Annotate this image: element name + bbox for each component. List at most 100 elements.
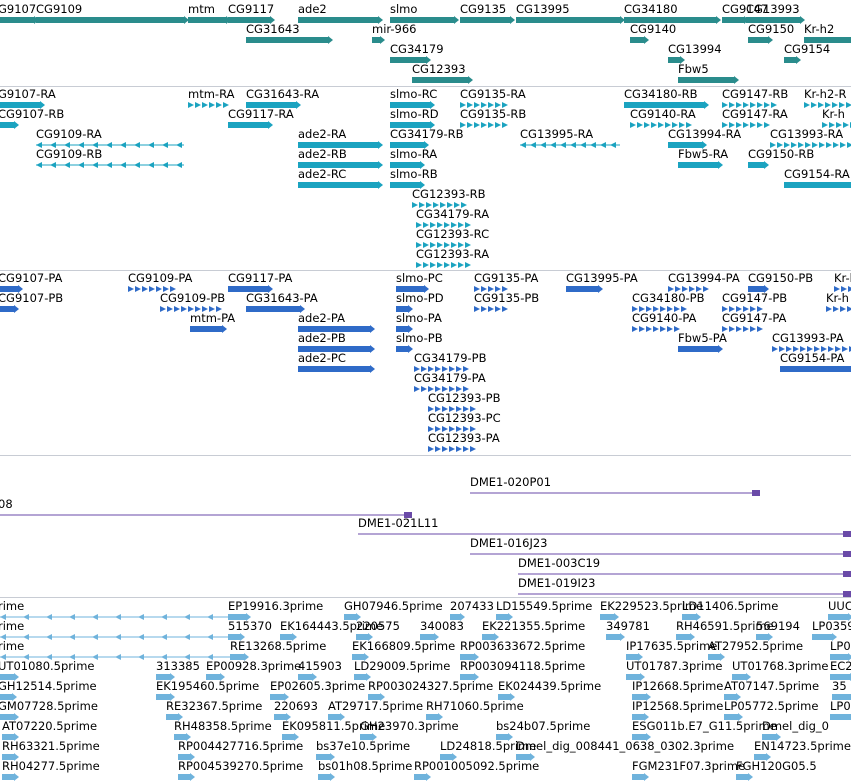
gene-label[interactable]: CG13995 <box>516 2 570 16</box>
protein-label[interactable]: CG34179-PB <box>414 351 487 365</box>
protein-label[interactable]: ade2-PA <box>298 311 345 325</box>
protein-glyph[interactable] <box>632 326 680 332</box>
gene-glyph[interactable] <box>188 16 231 24</box>
transcript-label[interactable]: G9107-RA <box>0 87 56 101</box>
protein-label[interactable]: slmo-PA <box>396 311 442 325</box>
protein-glyph[interactable] <box>566 285 603 293</box>
transcript-label[interactable]: CG34179-RA <box>416 207 490 221</box>
gene-label[interactable]: Fbw5 <box>678 62 709 76</box>
transcript-glyph[interactable] <box>0 121 19 129</box>
gene-glyph[interactable] <box>298 16 383 24</box>
transcript-label[interactable]: ade2-RA <box>298 127 347 141</box>
transcript-glyph[interactable] <box>784 181 851 189</box>
protein-glyph[interactable] <box>396 345 413 353</box>
est-label[interactable]: RH63321.5prime <box>2 739 100 753</box>
transcript-label[interactable]: Fbw5-RA <box>678 147 729 161</box>
est-label[interactable]: LP05772.5prime <box>724 699 819 713</box>
est-label[interactable]: bs37e10.5prime <box>316 739 411 753</box>
est-label[interactable]: LP0 <box>830 699 851 713</box>
est-label[interactable]: IP12668.5prime <box>632 679 724 693</box>
transcript-glyph[interactable] <box>36 162 184 168</box>
est-label[interactable]: RP003024327.5prime <box>368 679 494 693</box>
est-label[interactable]: EC2 <box>830 659 851 673</box>
protein-glyph[interactable] <box>826 306 851 312</box>
est-label[interactable]: IP17635.5prime <box>626 639 718 653</box>
est-label[interactable]: 415903 <box>298 659 342 673</box>
est-label[interactable]: LP0 <box>830 639 851 653</box>
gene-glyph[interactable] <box>722 16 749 24</box>
est-label[interactable]: EK024439.5prime <box>498 679 602 693</box>
gene-glyph[interactable] <box>372 36 385 44</box>
transcript-label[interactable]: CG9109-RA <box>36 127 102 141</box>
gene-glyph[interactable] <box>678 76 739 84</box>
protein-label[interactable]: mtm-PA <box>190 311 236 325</box>
protein-glyph[interactable] <box>298 365 375 373</box>
gene-glyph[interactable] <box>460 16 515 24</box>
protein-label[interactable]: CG12393-PC <box>428 411 501 425</box>
transcript-label[interactable]: CG9140-RA <box>630 107 696 121</box>
est-label[interactable]: RH71060.5prime <box>426 699 524 713</box>
est-label[interactable]: RH46591.5prime <box>676 619 774 633</box>
clone-label[interactable]: DME1-016J23 <box>470 536 548 550</box>
est-label[interactable]: 349781 <box>606 619 650 633</box>
protein-label[interactable]: ade2-PB <box>298 331 346 345</box>
clone-label[interactable]: 08 <box>0 497 13 511</box>
est-label[interactable]: 220693 <box>274 699 318 713</box>
gene-label[interactable]: mir-966 <box>372 22 417 36</box>
est-label[interactable]: 569194 <box>756 619 800 633</box>
est-label[interactable]: LD24818.5prime <box>440 739 537 753</box>
transcript-glyph[interactable] <box>748 161 769 169</box>
est-label[interactable]: AT27952.5prime <box>708 639 804 653</box>
protein-label[interactable]: CG9107-PB <box>0 291 64 305</box>
est-label[interactable]: rime <box>0 599 25 613</box>
est-label[interactable]: GM07728.5prime <box>0 699 98 713</box>
est-label[interactable]: LD15549.5prime <box>496 599 593 613</box>
transcript-glyph[interactable] <box>678 161 723 169</box>
transcript-label[interactable]: CG9107-RB <box>0 107 65 121</box>
transcript-label[interactable]: CG31643-RA <box>246 87 320 101</box>
transcript-label[interactable]: Kr-h2-R <box>804 87 847 101</box>
protein-label[interactable]: CG9140-PA <box>632 311 697 325</box>
est-label[interactable]: RP003094118.5prime <box>460 659 586 673</box>
est-label[interactable]: LP0359 <box>812 619 851 633</box>
protein-label[interactable]: CG9109-PB <box>160 291 226 305</box>
gene-label[interactable]: mtm <box>188 2 215 16</box>
protein-label[interactable]: CG9107-PA <box>0 271 63 285</box>
protein-label[interactable]: Fbw5-PA <box>678 331 727 345</box>
transcript-label[interactable]: ade2-RC <box>298 167 347 181</box>
transcript-label[interactable]: CG9109-RB <box>36 147 103 161</box>
est-glyph[interactable] <box>0 614 230 620</box>
protein-label[interactable]: CG9109-PA <box>128 271 193 285</box>
protein-glyph[interactable] <box>190 325 227 333</box>
gene-label[interactable]: ade2 <box>298 2 327 16</box>
gene-label[interactable]: CG34179 <box>390 42 444 56</box>
protein-label[interactable]: CG13994-PA <box>668 271 740 285</box>
protein-label[interactable]: CG13995-PA <box>566 271 638 285</box>
gene-label[interactable]: CG9109 <box>36 2 83 16</box>
protein-glyph[interactable] <box>0 305 19 313</box>
transcript-label[interactable]: CG9135-RB <box>460 107 527 121</box>
gene-label[interactable]: CG9135 <box>460 2 507 16</box>
transcript-glyph[interactable] <box>188 102 229 108</box>
est-label[interactable]: RH04277.5prime <box>2 759 100 773</box>
est-label[interactable]: RH48358.5prime <box>174 719 272 733</box>
est-label[interactable]: GH12514.5prime <box>0 679 97 693</box>
gene-glyph[interactable] <box>36 16 189 24</box>
est-label[interactable]: bs01h08.5prime <box>318 759 413 773</box>
est-label[interactable]: EP02605.3prime <box>270 679 366 693</box>
protein-label[interactable]: CG12393-PB <box>428 391 501 405</box>
est-label[interactable]: LD11406.5prime <box>682 599 779 613</box>
transcript-glyph[interactable] <box>298 181 383 189</box>
protein-label[interactable]: CG9135-PB <box>474 291 540 305</box>
transcript-label[interactable]: CG13995-RA <box>520 127 594 141</box>
protein-label[interactable]: slmo-PB <box>396 331 443 345</box>
gene-label[interactable]: Kr-h2 <box>804 22 835 36</box>
protein-glyph[interactable] <box>678 345 723 353</box>
est-label[interactable]: 313385 <box>156 659 200 673</box>
est-label[interactable]: GH23970.3prime <box>360 719 459 733</box>
est-label[interactable]: bs24b07.5prime <box>496 719 591 733</box>
est-glyph[interactable] <box>318 773 335 781</box>
est-label[interactable]: EK166809.5prime <box>352 639 456 653</box>
est-glyph[interactable] <box>0 634 230 640</box>
